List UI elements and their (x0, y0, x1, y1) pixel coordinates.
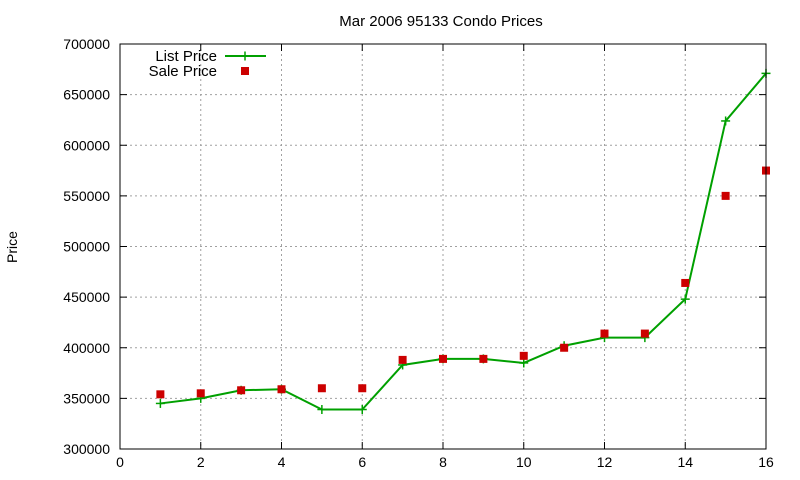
x-tick-label: 8 (439, 454, 447, 470)
y-tick-label: 600000 (63, 137, 110, 153)
y-tick-label: 400000 (63, 340, 110, 356)
list-price-point (680, 294, 690, 304)
y-tick-label: 550000 (63, 188, 110, 204)
chart-title: Mar 2006 95133 Condo Prices (339, 13, 542, 30)
sale-price-point (156, 390, 165, 399)
sale-price-point (479, 354, 488, 363)
sale-price-point (681, 278, 690, 287)
list-price-point (519, 358, 529, 368)
y-tick-label: 700000 (63, 36, 110, 52)
legend-label: List Price (155, 48, 217, 65)
sale-price-point (640, 329, 649, 338)
list-price-point (721, 116, 731, 126)
y-tick-label: 300000 (63, 441, 110, 457)
sale-price-point (519, 351, 528, 360)
sale-price-point (439, 354, 447, 363)
grid-lines (120, 44, 766, 449)
axis-ticks: 0 2 4 6 8 10 12 14 16 300000 350000 400000 450000 500… (63, 36, 774, 470)
y-axis-label: Price (4, 231, 20, 263)
y-tick-label: 350000 (63, 390, 110, 406)
x-tick-label: 16 (758, 454, 774, 470)
plot-area-border (119, 43, 767, 450)
sale-price-point (600, 329, 609, 338)
sale-price-point (277, 385, 286, 394)
series-layer (155, 68, 771, 415)
x-tick-label: 14 (677, 454, 693, 470)
x-tick-label: 12 (597, 454, 613, 470)
sale-price-point (721, 191, 730, 200)
y-tick-label: 650000 (63, 87, 110, 103)
x-tick-label: 0 (116, 454, 124, 470)
x-tick-label: 2 (197, 454, 205, 470)
x-tick-label: 4 (278, 454, 286, 470)
legend-cross-marker (240, 51, 250, 61)
y-tick-label: 500000 (63, 239, 110, 255)
list-price-line (160, 72, 767, 411)
sale-price-point (317, 384, 326, 393)
list-price-point (357, 405, 367, 415)
list-price-point (155, 398, 165, 408)
list-price-point (317, 405, 327, 415)
x-tick-label: 10 (516, 454, 532, 470)
legend-square-marker (241, 67, 249, 75)
legend-label: Sale Price (149, 63, 217, 80)
sale-price-point (237, 386, 246, 395)
sale-price-point (196, 389, 205, 398)
sale-price-point (560, 343, 569, 352)
x-tick-label: 6 (358, 454, 366, 470)
sale-price-point (398, 355, 407, 364)
sale-price-point (358, 384, 367, 393)
y-tick-label: 450000 (63, 289, 110, 305)
